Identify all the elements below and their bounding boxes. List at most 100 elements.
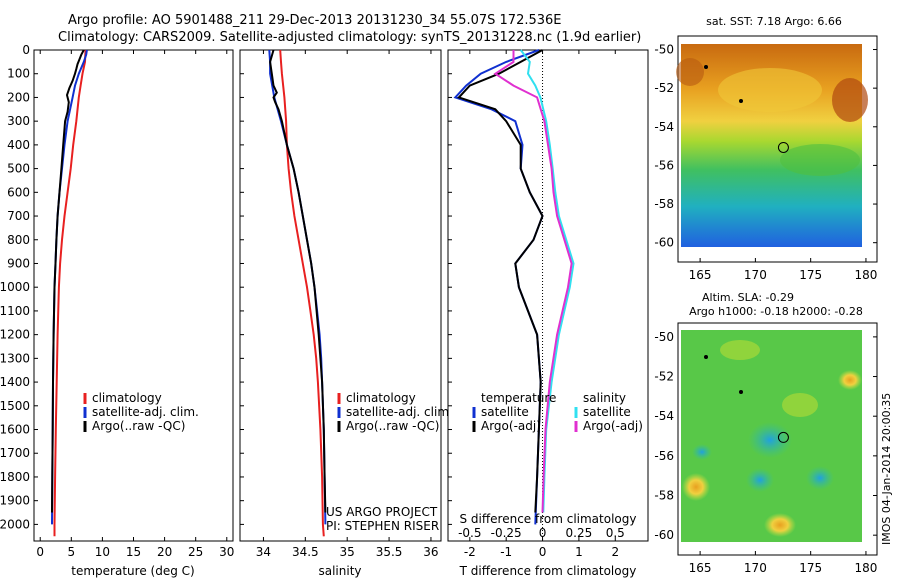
- difference-series: [453, 49, 575, 525]
- sst-dark-patch: [676, 58, 704, 86]
- x-tick-label: 35: [340, 545, 355, 559]
- salinity-plot-frame: [239, 49, 442, 542]
- y-tick-label: 200: [7, 90, 30, 104]
- x-tick-label: 10: [95, 545, 110, 559]
- map-x-tick-label: 180: [854, 561, 877, 575]
- map-x-tick-label: 180: [854, 268, 877, 282]
- y-tick-label: 400: [7, 138, 30, 152]
- x-tick-label: 0: [36, 545, 44, 559]
- sst-map-title: sat. SST: 7.18 Argo: 6.66: [706, 15, 842, 28]
- map-y-tick-label: -54: [654, 409, 674, 423]
- legend-title-salinity: salinity: [583, 391, 626, 405]
- sla-cold-patch: [746, 468, 774, 492]
- x-tick-label: 15: [126, 545, 141, 559]
- y-tick-label: 500: [7, 162, 30, 176]
- y-tick-label: 1800: [0, 470, 30, 484]
- sla-cold-patch: [806, 466, 834, 490]
- difference-x-axis: -2 -1 0 1 2 -0.5 -0.25 0 0.25 0.5: [448, 49, 625, 559]
- difference-top-xlabel: S difference from climatology: [460, 512, 637, 526]
- sla-warm-patch: [682, 473, 710, 501]
- legend-label: satellite: [481, 405, 529, 419]
- climatology-line: [279, 49, 325, 537]
- argo-marker: [777, 141, 789, 153]
- x-tick-label: 30: [219, 545, 234, 559]
- x-tick-label: 35.5: [376, 545, 403, 559]
- top-x-tick-label: 0.25: [566, 526, 593, 540]
- difference-legend: temperature salinitysatelliteArgo(-adj)sa…: [472, 391, 643, 433]
- x-tick-label: 34.5: [292, 545, 319, 559]
- difference-panel: -2 -1 0 1 2 -0.5 -0.25 0 0.25 0.5 T difference fr…: [447, 49, 649, 578]
- map-y-tick-label: -60: [654, 528, 674, 542]
- legend-label: climatology: [92, 391, 162, 405]
- legend-label: satellite-adj. clim.: [346, 405, 453, 419]
- float-dot: [739, 99, 743, 103]
- sla-map-title-2: Argo h1000: -0.18 h2000: -0.28: [689, 305, 863, 318]
- sla-cold-patch: [748, 422, 792, 458]
- sst-map-axes: 165 170 175 180 -50 -52 -54 -56 -58 -60: [654, 43, 877, 282]
- sla-warm-patch: [838, 370, 862, 390]
- sla-map-panel: Altim. SLA: -0.29 Argo h1000: -0.18 h200…: [654, 291, 878, 575]
- timestamp-side-text: IMOS 04-Jan-2014 20:00:35: [880, 393, 893, 545]
- map-x-tick-label: 175: [799, 268, 822, 282]
- map-x-tick-label: 165: [689, 268, 712, 282]
- sla-warm-patch: [764, 513, 796, 537]
- temperature-panel: 0100200300400500600700800900100011001200…: [0, 43, 234, 578]
- float-dot: [704, 65, 708, 69]
- header-line-2: Climatology: CARS2009. Satellite-adjuste…: [58, 30, 641, 45]
- climatology-line: [53, 49, 87, 537]
- legend-label: Argo(-adj): [583, 419, 643, 433]
- y-tick-label: 2000: [0, 517, 30, 531]
- map-y-tick-label: -52: [654, 370, 674, 384]
- y-tick-label: 1500: [0, 399, 30, 413]
- sst-warm-patch: [718, 68, 822, 112]
- legend-label: satellite-adj. clim.: [92, 405, 199, 419]
- legend-label: satellite: [583, 405, 631, 419]
- top-x-tick-label: 0.5: [606, 526, 625, 540]
- y-tick-label: 1100: [0, 304, 30, 318]
- map-y-tick-label: -54: [654, 120, 674, 134]
- map-x-tick-label: 170: [744, 268, 767, 282]
- top-x-tick-label: -0.25: [491, 526, 522, 540]
- top-x-tick-label: 0: [539, 526, 547, 540]
- x-tick-label: 5: [67, 545, 75, 559]
- x-tick-label: 36: [423, 545, 438, 559]
- x-tick-label: 2: [611, 545, 619, 559]
- map-y-tick-label: -50: [654, 330, 674, 344]
- legend-label: Argo(-adj): [481, 419, 541, 433]
- temperature-argo-line: [457, 49, 544, 513]
- map-y-tick-label: -52: [654, 81, 674, 95]
- y-tick-label: 900: [7, 256, 30, 270]
- y-tick-label: 1200: [0, 328, 30, 342]
- sla-map-title-1: Altim. SLA: -0.29: [702, 291, 794, 304]
- legend-title-temperature: temperature: [481, 391, 556, 405]
- temperature-plot-frame: [33, 49, 234, 542]
- x-tick-label: 1: [575, 545, 583, 559]
- y-tick-label: 1000: [0, 280, 30, 294]
- float-dot: [704, 355, 708, 359]
- sst-dark-patch: [832, 78, 868, 122]
- y-tick-label: 1700: [0, 446, 30, 460]
- map-x-tick-label: 175: [799, 561, 822, 575]
- sst-map-panel: sat. SST: 7.18 Argo: 6.66 165 170 175 180 -5…: [654, 15, 878, 282]
- x-tick-label: 25: [188, 545, 203, 559]
- map-y-tick-label: -56: [654, 449, 674, 463]
- map-x-tick-label: 165: [689, 561, 712, 575]
- salinity-series: [268, 49, 327, 537]
- sla-warm-patch: [720, 340, 760, 360]
- map-y-tick-label: -58: [654, 197, 674, 211]
- map-y-tick-label: -58: [654, 489, 674, 503]
- argo-line: [51, 49, 85, 513]
- salinity-argo-line: [493, 50, 573, 513]
- y-tick-label: 600: [7, 185, 30, 199]
- y-tick-label: 1300: [0, 351, 30, 365]
- y-tick-label: 1400: [0, 375, 30, 389]
- sla-cold-patch: [692, 444, 712, 460]
- difference-xlabel: T difference from climatology: [459, 564, 637, 578]
- sla-map-axes: 165 170 175 180 -50 -52 -54 -56 -58 -60: [654, 330, 877, 575]
- sst-green-patch: [780, 144, 860, 176]
- x-tick-label: -2: [464, 545, 476, 559]
- map-y-tick-label: -50: [654, 43, 674, 57]
